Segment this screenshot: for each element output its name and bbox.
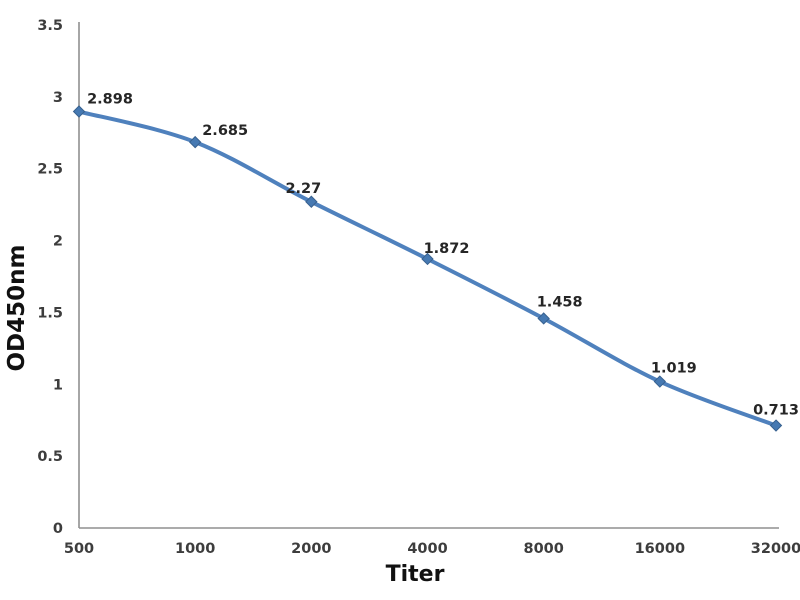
data-point-marker — [305, 195, 318, 208]
data-point-label: 2.898 — [87, 92, 133, 108]
data-point-marker — [769, 419, 783, 432]
x-tick-label: 500 — [64, 541, 94, 557]
data-point-label: 2.27 — [285, 181, 321, 197]
y-tick-label: 1.5 — [37, 305, 63, 321]
data-point-marker — [421, 252, 434, 266]
y-tick-label: 0 — [53, 521, 63, 537]
data-point-marker — [72, 105, 86, 118]
x-tick-label: 32000 — [751, 541, 800, 557]
data-point-marker — [653, 375, 667, 388]
series-line — [77, 109, 778, 428]
data-point-marker — [188, 135, 202, 149]
x-tick-label: 16000 — [635, 541, 685, 557]
y-tick-label: 1 — [53, 377, 63, 393]
y-tick-label: 2 — [53, 234, 63, 250]
y-tick-label: 3.5 — [37, 18, 63, 34]
y-axis-title: OD450nm — [4, 244, 30, 372]
data-point-label: 1.458 — [537, 294, 583, 310]
x-axis-title: Titer — [385, 562, 445, 587]
data-point-label: 1.019 — [651, 361, 697, 377]
x-tick-label: 8000 — [523, 541, 563, 557]
data-point-label: 0.713 — [753, 403, 799, 419]
x-tick-label: 4000 — [407, 541, 447, 557]
y-tick-label: 0.5 — [37, 449, 63, 465]
y-tick-label: 2.5 — [37, 162, 63, 178]
data-point-label: 1.872 — [424, 241, 470, 257]
data-point-marker — [537, 312, 550, 325]
y-tick-label: 3 — [53, 90, 63, 106]
data-point-label: 2.685 — [202, 123, 248, 139]
x-tick-label: 2000 — [291, 541, 331, 557]
x-tick-label: 1000 — [175, 541, 215, 557]
